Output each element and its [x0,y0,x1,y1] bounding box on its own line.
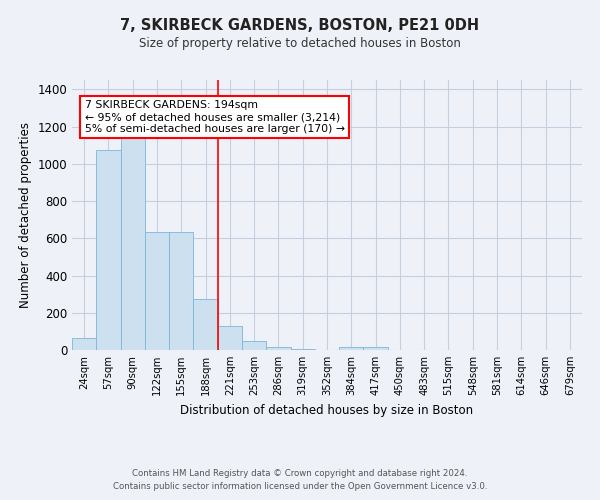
X-axis label: Distribution of detached houses by size in Boston: Distribution of detached houses by size … [181,404,473,416]
Text: 7, SKIRBECK GARDENS, BOSTON, PE21 0DH: 7, SKIRBECK GARDENS, BOSTON, PE21 0DH [121,18,479,32]
Bar [218,326,242,350]
Bar [193,299,218,350]
Text: Contains public sector information licensed under the Open Government Licence v3: Contains public sector information licen… [113,482,487,491]
Bar [145,232,169,350]
Text: Contains HM Land Registry data © Crown copyright and database right 2024.: Contains HM Land Registry data © Crown c… [132,468,468,477]
Bar [339,346,364,350]
Bar [364,346,388,350]
Text: Size of property relative to detached houses in Boston: Size of property relative to detached ho… [139,38,461,51]
Bar [290,349,315,350]
Bar [242,340,266,350]
Text: 7 SKIRBECK GARDENS: 194sqm
← 95% of detached houses are smaller (3,214)
5% of se: 7 SKIRBECK GARDENS: 194sqm ← 95% of deta… [85,100,344,134]
Bar [266,346,290,350]
Bar [72,338,96,350]
Y-axis label: Number of detached properties: Number of detached properties [19,122,32,308]
Bar [169,232,193,350]
Bar [96,150,121,350]
Bar [121,135,145,350]
